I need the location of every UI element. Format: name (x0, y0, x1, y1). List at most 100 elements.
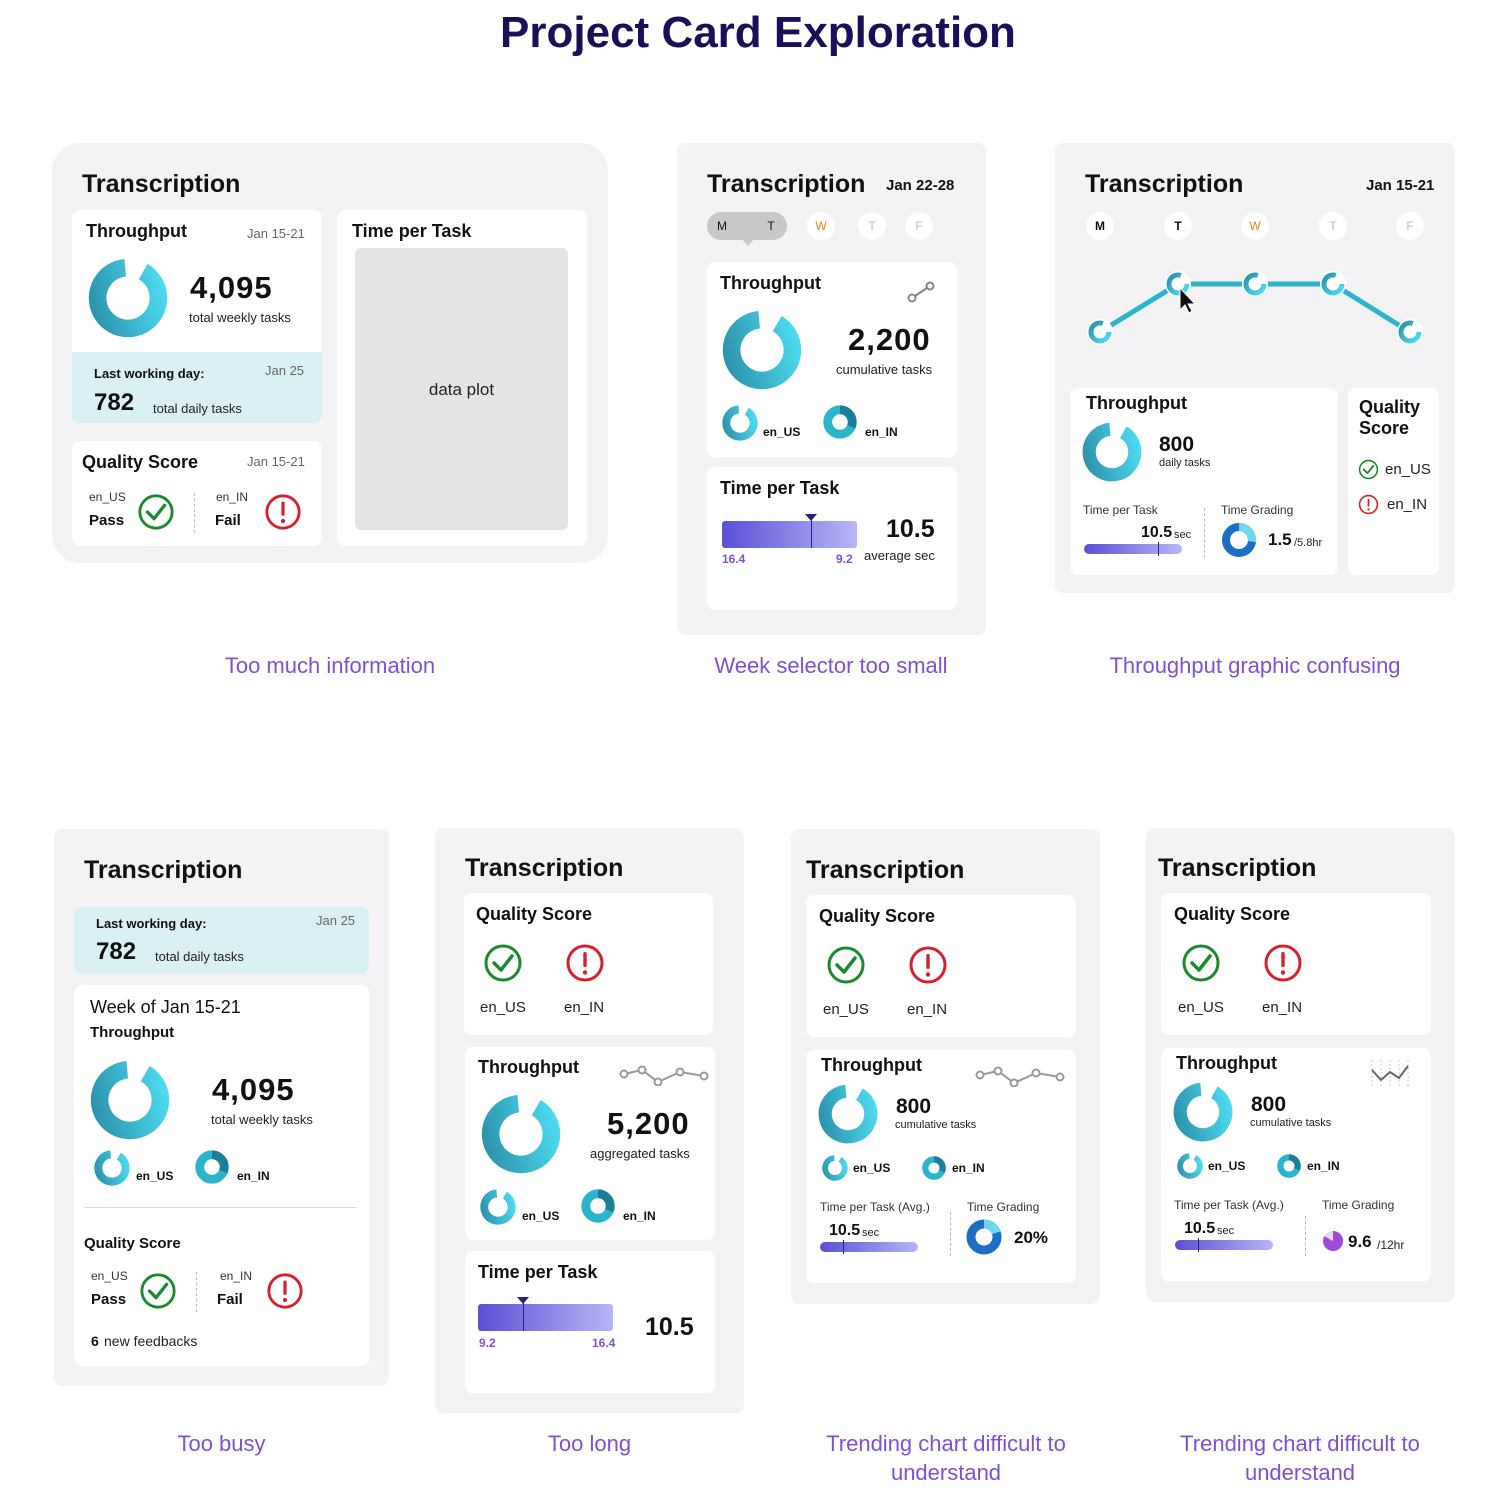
day-monday[interactable]: M (1086, 212, 1114, 240)
last-working-day-box (72, 352, 322, 423)
time-grading-label: Time Grading (1221, 503, 1294, 517)
throughput-donut-icon (481, 1094, 561, 1174)
time-range-bar (478, 1304, 613, 1331)
locale-us: en_US (1208, 1159, 1246, 1173)
card-1-title: Transcription (82, 170, 241, 198)
caption-trending-chart-1: Trending chart difficult to understand (826, 1431, 1066, 1485)
time-bar (1175, 1240, 1273, 1250)
quality-label-2: Score (1359, 418, 1410, 438)
day-thursday[interactable]: T (858, 212, 886, 240)
pass-check-icon (1181, 943, 1221, 983)
range-max: 16.4 (592, 1336, 616, 1350)
day-thursday[interactable]: T (1319, 212, 1347, 240)
pass-check-icon (483, 943, 523, 983)
throughput-label: Throughput (1086, 393, 1187, 413)
en-us-donut-icon (722, 405, 758, 441)
time-per-task-label: Time per Task (Avg.) (820, 1200, 930, 1214)
time-per-task-value: 10.5 (829, 1222, 861, 1239)
last-day-date: Jan 25 (316, 913, 356, 928)
card-3-date: Jan 15-21 (1366, 177, 1435, 194)
locale-us: en_US (763, 425, 801, 439)
locale-us: en_US (522, 1209, 560, 1223)
throughput-label: Throughput (720, 273, 821, 293)
quality-label: Quality Score (476, 904, 593, 924)
trend-candlestick-icon[interactable] (1366, 1058, 1414, 1090)
card-6-quality (806, 895, 1076, 1037)
card-4-title: Transcription (84, 856, 243, 884)
range-max: 9.2 (836, 552, 853, 566)
quality-date: Jan 15-21 (247, 454, 305, 469)
day-wednesday[interactable]: W (807, 212, 835, 240)
throughput-value: 800 (896, 1095, 932, 1118)
fail-alert-icon (1358, 494, 1379, 515)
last-day-date: Jan 25 (265, 363, 305, 378)
throughput-value: 5,200 (607, 1106, 690, 1141)
caption-too-long: Too long (547, 1431, 632, 1456)
quality-locale-in: en_IN (216, 490, 249, 504)
throughput-value: 2,200 (848, 322, 931, 357)
time-grading-unit: /5.8hr (1294, 537, 1323, 549)
feedback-count: 6 (91, 1333, 99, 1349)
locale-in: en_IN (623, 1209, 656, 1223)
trend-toggle-icon[interactable] (906, 280, 936, 304)
locale-us: en_US (136, 1169, 174, 1183)
fail-alert-icon (266, 1272, 304, 1310)
card-3-quality (1348, 388, 1439, 575)
day-monday[interactable]: M (717, 219, 727, 233)
last-day-value: 782 (94, 389, 135, 416)
day-friday[interactable]: F (905, 212, 933, 240)
throughput-label: Throughput (1176, 1053, 1277, 1073)
throughput-value: 800 (1159, 433, 1195, 456)
throughput-unit: cumulative tasks (895, 1119, 977, 1131)
time-marker (1158, 542, 1159, 556)
time-per-task-unit: sec (862, 1227, 880, 1239)
time-marker (843, 1240, 844, 1254)
time-grading-donut-icon (1222, 523, 1256, 557)
card-7-title: Transcription (1158, 854, 1317, 882)
time-per-task-unit: average sec (864, 548, 935, 563)
day-wednesday[interactable]: W (1241, 212, 1269, 240)
selector-pointer (741, 238, 755, 246)
trend-sparkline-icon[interactable] (975, 1063, 1067, 1087)
locale-in: en_IN (1387, 496, 1428, 513)
data-plot-text: data plot (428, 380, 495, 399)
time-per-task-label: Time per Task (478, 1262, 598, 1282)
daily-trend-line (1087, 271, 1423, 345)
marker-arrow (805, 514, 817, 521)
time-grading-donut-icon (966, 1219, 1002, 1255)
day-tuesday[interactable]: T (767, 219, 775, 233)
card-5-title: Transcription (465, 854, 624, 882)
quality-label: Quality Score (1174, 904, 1291, 924)
locale-in: en_IN (237, 1169, 270, 1183)
quality-locale-us: en_US (89, 490, 126, 504)
quality-result-us: Pass (89, 512, 125, 529)
divider (194, 493, 195, 533)
last-day-value: 782 (96, 938, 137, 965)
quality-result-us: Pass (91, 1291, 127, 1308)
day-tuesday[interactable]: T (1164, 212, 1192, 240)
trend-sparkline-icon[interactable] (619, 1062, 711, 1086)
locale-us: en_US (1178, 999, 1224, 1016)
time-grading-value: 1.5 (1268, 530, 1292, 549)
locale-in: en_IN (1307, 1159, 1340, 1173)
throughput-value: 4,095 (190, 270, 273, 305)
throughput-donut-icon (818, 1084, 878, 1144)
day-friday[interactable]: F (1396, 212, 1424, 240)
card-6-title: Transcription (806, 856, 965, 884)
pass-check-icon (139, 1272, 177, 1310)
week-label: Week of Jan 15-21 (90, 997, 241, 1017)
feedback-label[interactable]: new feedbacks (104, 1333, 198, 1349)
time-marker (1198, 1238, 1199, 1252)
separator (84, 1207, 357, 1208)
card-7-quality (1161, 893, 1431, 1035)
time-marker (523, 1298, 524, 1331)
throughput-unit: total weekly tasks (211, 1112, 313, 1127)
quality-result-in: Fail (217, 1291, 243, 1308)
time-per-task-label: Time per Task (720, 478, 840, 498)
pass-check-icon (826, 945, 866, 985)
throughput-unit: total weekly tasks (189, 310, 291, 325)
time-per-task-label: Time per Task (Avg.) (1174, 1198, 1284, 1212)
en-in-donut-icon (823, 405, 857, 439)
time-grading-value: 20% (1014, 1228, 1049, 1247)
throughput-label: Throughput (86, 221, 187, 241)
